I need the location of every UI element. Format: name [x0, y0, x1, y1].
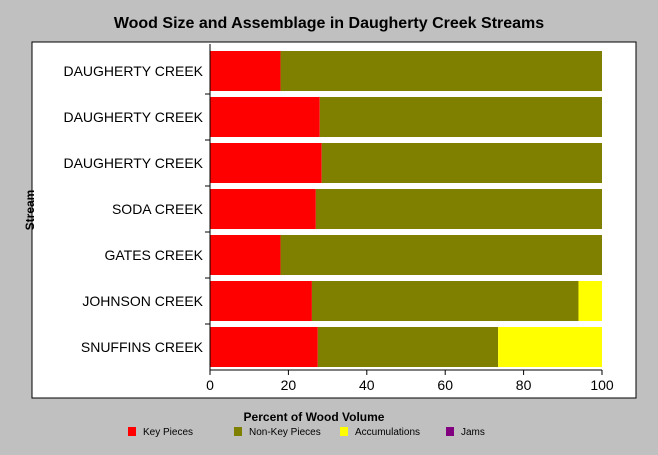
chart-title: Wood Size and Assemblage in Daugherty Cr… [114, 15, 544, 32]
bar-segment [210, 189, 316, 229]
bar-segment [578, 281, 602, 321]
category-label: SNUFFINS CREEK [81, 339, 204, 355]
legend-swatch [234, 427, 242, 436]
bar-segment [319, 97, 602, 137]
legend-swatch [340, 427, 348, 436]
x-tick-label: 60 [437, 377, 453, 393]
x-tick-label: 0 [206, 377, 214, 393]
category-labels: DAUGHERTY CREEK DAUGHERTY CREEK DAUGHERTY … [63, 63, 203, 355]
bar-segment [311, 281, 579, 321]
legend-label: Jams [461, 427, 485, 438]
legend-label: Non-Key Pieces [249, 427, 321, 438]
x-tick-label: 20 [281, 377, 297, 393]
legend-swatch [446, 427, 454, 436]
x-tick-label: 40 [359, 377, 375, 393]
bar-segment [210, 281, 312, 321]
category-label: DAUGHERTY CREEK [63, 63, 203, 79]
legend-swatch [128, 427, 136, 436]
bar-segment [498, 327, 602, 367]
y-axis-title: Stream [23, 190, 37, 231]
bar-segment [210, 51, 281, 91]
bars-group [210, 51, 602, 367]
bar-segment [210, 327, 318, 367]
category-label: SODA CREEK [112, 201, 204, 217]
bar-segment [210, 143, 322, 183]
category-label: DAUGHERTY CREEK [63, 155, 203, 171]
bar-segment [210, 97, 320, 137]
bar-segment [317, 327, 499, 367]
bar-segment [321, 143, 602, 183]
legend-label: Accumulations [355, 427, 420, 438]
x-axis: 0 20 40 60 80 100 [205, 44, 614, 393]
bar-segment [315, 189, 602, 229]
legend: Key Pieces Non-Key Pieces Accumulations Jam… [128, 427, 485, 438]
bar-segment [280, 235, 602, 275]
x-axis-title: Percent of Wood Volume [244, 410, 385, 424]
x-tick-label: 80 [516, 377, 532, 393]
bar-segment [210, 235, 281, 275]
category-label: GATES CREEK [104, 247, 203, 263]
legend-label: Key Pieces [143, 427, 193, 438]
category-label: DAUGHERTY CREEK [63, 109, 203, 125]
x-tick-label: 100 [590, 377, 614, 393]
bar-segment [280, 51, 602, 91]
category-label: JOHNSON CREEK [82, 293, 203, 309]
